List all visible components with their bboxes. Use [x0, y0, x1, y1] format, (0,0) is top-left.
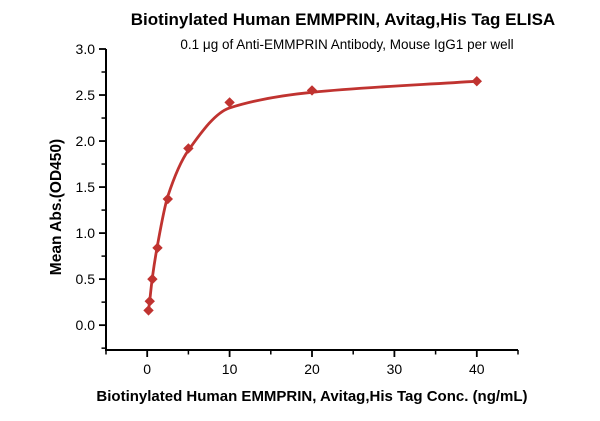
data-point-marker — [144, 296, 155, 307]
y-tick-label: 0.0 — [76, 317, 96, 333]
chart-title: Biotinylated Human EMMPRIN, Avitag,His T… — [130, 10, 556, 29]
data-point-marker — [224, 97, 235, 108]
y-tick-label: 1.5 — [76, 179, 96, 195]
x-axis-label: Biotinylated Human EMMPRIN, Avitag,His T… — [96, 388, 528, 405]
y-axis-label: Mean Abs.(OD450) — [48, 138, 65, 276]
x-tick-label: 0 — [143, 361, 151, 377]
data-point-marker — [183, 143, 194, 154]
fit-curve — [147, 79, 479, 312]
data-point-marker — [162, 193, 173, 205]
y-tick-label: 2.0 — [76, 133, 96, 149]
y-tick-label: 2.5 — [76, 87, 96, 103]
y-tick-label: 1.0 — [76, 225, 96, 241]
chart-subtitle: 0.1 μg of Anti-EMMPRIN Antibody, Mouse I… — [180, 37, 514, 52]
data-point-marker — [147, 273, 158, 285]
data-point-marker — [143, 305, 154, 316]
x-tick-label: 40 — [469, 361, 485, 377]
x-tick-label: 10 — [222, 361, 238, 377]
data-point-marker — [152, 242, 163, 254]
y-tick-label: 0.5 — [76, 271, 96, 287]
y-tick-label: 3.0 — [76, 41, 96, 57]
data-point-marker — [471, 76, 482, 87]
x-tick-label: 30 — [387, 361, 403, 377]
data-point-marker — [306, 85, 318, 96]
x-tick-label: 20 — [304, 361, 320, 377]
